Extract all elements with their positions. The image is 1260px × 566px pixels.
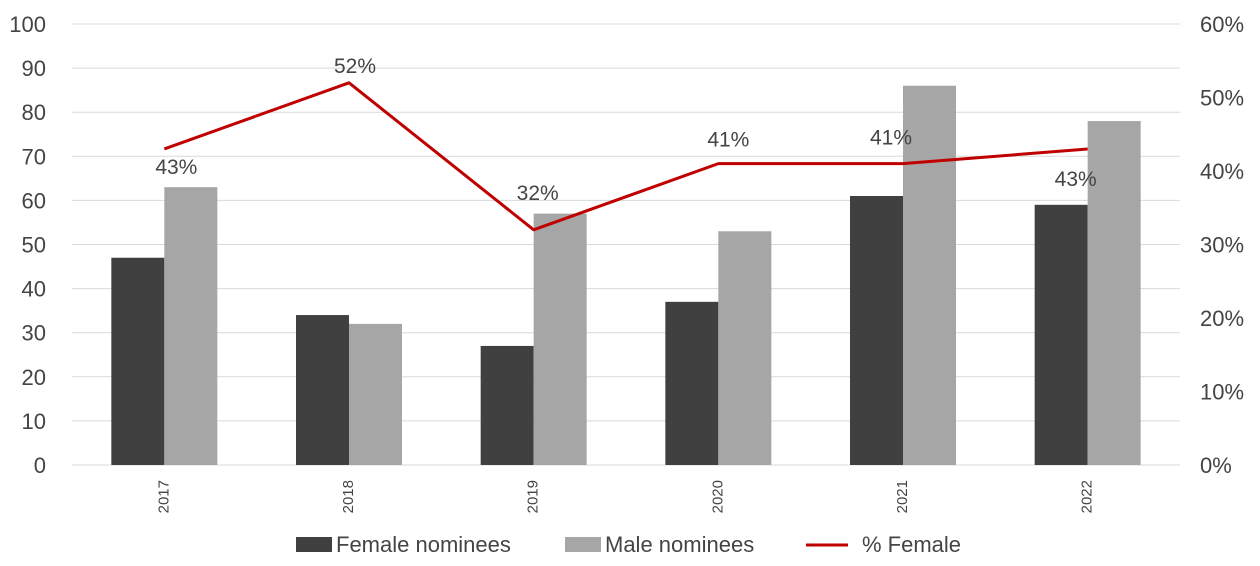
male-bar [533, 213, 587, 465]
legend-label: % Female [862, 532, 961, 557]
left-tick-label: 0 [34, 453, 46, 478]
left-tick-label: 70 [22, 144, 46, 169]
x-tick-label: 2020 [709, 480, 726, 513]
legend-male: Male nominees [565, 532, 754, 557]
female-bar [296, 315, 349, 465]
percent-data-label: 43% [155, 156, 197, 179]
x-tick-label: 2017 [155, 480, 172, 513]
line-series: 43% 52% 32% 41% 41% 43% [155, 55, 1097, 232]
percent-data-label: 41% [870, 127, 912, 150]
female-bar [850, 195, 903, 466]
left-tick-label: 90 [22, 56, 46, 81]
x-axis: 2017 2018 2019 2020 2021 2022 [155, 480, 1095, 513]
percent-data-label: 32% [517, 182, 559, 205]
left-tick-label: 10 [22, 409, 46, 434]
right-axis: 0% 10% 20% 30% 40% 50% 60% [1200, 12, 1244, 478]
legend-label: Male nominees [605, 532, 754, 557]
x-tick-label: 2019 [525, 480, 542, 513]
right-tick-label: 30% [1200, 233, 1244, 258]
left-tick-label: 100 [9, 12, 46, 37]
legend-swatch [296, 537, 332, 552]
percent-data-label: 41% [707, 129, 749, 152]
left-tick-label: 50 [22, 233, 46, 258]
male-bar [349, 323, 402, 465]
left-tick-label: 40 [22, 277, 46, 302]
left-axis: 0 10 20 30 40 50 60 70 80 90 100 [9, 12, 46, 478]
bar-series [111, 85, 1141, 466]
female-bar [111, 257, 165, 465]
left-tick-label: 30 [22, 321, 46, 346]
male-bar [903, 85, 956, 466]
female-percent-line [163, 81, 1088, 232]
legend: Female nominees Male nominees % Female [296, 532, 961, 557]
percent-data-label: 52% [334, 55, 376, 78]
right-tick-label: 20% [1200, 306, 1244, 331]
left-tick-label: 80 [22, 100, 46, 125]
x-tick-label: 2018 [340, 480, 357, 513]
right-tick-label: 60% [1200, 12, 1244, 37]
male-bar [164, 187, 218, 466]
left-tick-label: 20 [22, 365, 46, 390]
x-tick-label: 2021 [894, 480, 911, 513]
male-bar [718, 231, 772, 465]
male-bar [1087, 121, 1141, 466]
right-tick-label: 10% [1200, 380, 1244, 405]
percent-data-label: 43% [1055, 168, 1097, 191]
x-tick-label: 2022 [1079, 480, 1096, 513]
gridlines [72, 23, 1180, 466]
legend-label: Female nominees [336, 532, 511, 557]
legend-percent-female: % Female [806, 532, 961, 557]
right-tick-label: 0% [1200, 453, 1232, 478]
left-tick-label: 60 [22, 188, 46, 213]
right-tick-label: 50% [1200, 86, 1244, 111]
right-tick-label: 40% [1200, 159, 1244, 184]
legend-female: Female nominees [296, 532, 511, 557]
legend-swatch [565, 537, 601, 552]
female-bar [665, 301, 719, 465]
female-bar [480, 345, 534, 465]
female-bar [1034, 204, 1088, 465]
